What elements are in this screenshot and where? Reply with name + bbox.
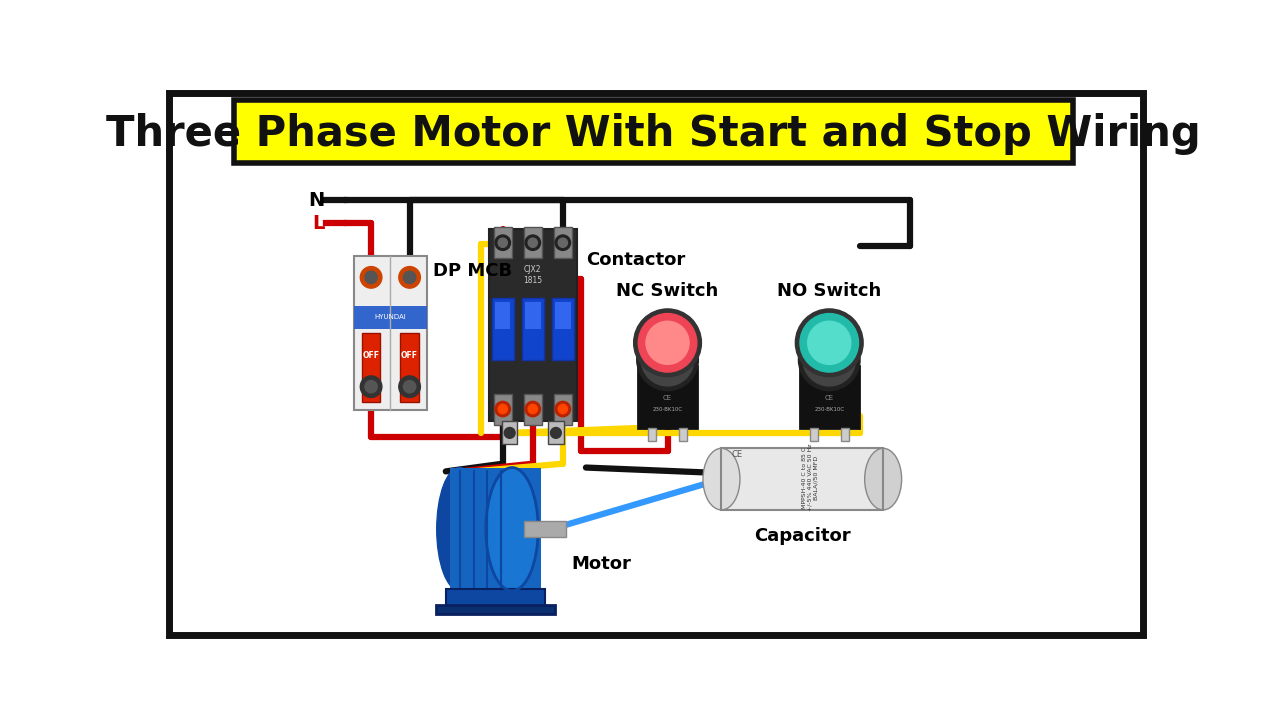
- Circle shape: [803, 333, 855, 386]
- Text: CE: CE: [731, 450, 742, 459]
- Text: L: L: [312, 214, 325, 233]
- Bar: [524, 228, 541, 258]
- Text: NC Switch: NC Switch: [617, 282, 718, 300]
- Bar: [522, 298, 544, 360]
- Circle shape: [361, 376, 381, 397]
- Text: Three Phase Motor With Start and Stop Wiring: Three Phase Motor With Start and Stop Wi…: [106, 113, 1201, 155]
- Circle shape: [558, 405, 567, 414]
- Bar: [553, 228, 572, 258]
- Bar: [524, 395, 541, 426]
- Circle shape: [498, 405, 507, 414]
- Ellipse shape: [436, 467, 483, 590]
- Bar: [841, 428, 849, 441]
- Circle shape: [399, 266, 420, 288]
- Ellipse shape: [486, 467, 538, 590]
- Bar: [492, 298, 513, 360]
- Bar: [639, 366, 696, 428]
- Text: N: N: [308, 191, 325, 210]
- Bar: [814, 335, 845, 363]
- Circle shape: [529, 238, 538, 248]
- Text: HYUNDAI: HYUNDAI: [375, 315, 406, 320]
- Text: 230-BK10C: 230-BK10C: [814, 408, 845, 413]
- Circle shape: [495, 401, 511, 417]
- Bar: [524, 521, 566, 537]
- Bar: [495, 302, 511, 329]
- Circle shape: [558, 238, 567, 248]
- Circle shape: [495, 235, 511, 251]
- Bar: [494, 228, 512, 258]
- Circle shape: [634, 309, 701, 377]
- Circle shape: [795, 309, 863, 377]
- Bar: [494, 395, 512, 426]
- Bar: [548, 421, 563, 444]
- Bar: [525, 302, 540, 329]
- Text: CE: CE: [663, 395, 672, 401]
- Text: OFF: OFF: [401, 351, 419, 361]
- Circle shape: [641, 333, 694, 386]
- Circle shape: [525, 401, 540, 417]
- Circle shape: [361, 266, 381, 288]
- Circle shape: [365, 381, 378, 393]
- Circle shape: [529, 405, 538, 414]
- Circle shape: [498, 238, 507, 248]
- Bar: [722, 449, 883, 510]
- Circle shape: [639, 313, 696, 372]
- Text: Contactor: Contactor: [586, 251, 685, 269]
- Bar: [553, 395, 572, 426]
- Bar: [445, 589, 545, 606]
- Circle shape: [403, 381, 416, 393]
- Bar: [810, 428, 818, 441]
- Bar: [362, 333, 380, 402]
- Circle shape: [365, 271, 378, 284]
- Circle shape: [504, 428, 515, 438]
- Bar: [502, 421, 517, 444]
- Text: 230-BK10C: 230-BK10C: [653, 408, 682, 413]
- Bar: [234, 100, 1074, 163]
- Text: CJX2
1815: CJX2 1815: [524, 266, 543, 284]
- Text: OFF: OFF: [362, 351, 380, 361]
- Bar: [652, 335, 684, 363]
- Circle shape: [556, 401, 571, 417]
- Text: MPPSH-40 C to 85 C
+/-5% 440 VAC 50 Hz
BALA//50 MFD: MPPSH-40 C to 85 C +/-5% 440 VAC 50 Hz B…: [801, 444, 818, 511]
- Bar: [449, 467, 541, 590]
- Text: Capacitor: Capacitor: [754, 527, 851, 545]
- Ellipse shape: [703, 449, 740, 510]
- Bar: [556, 302, 571, 329]
- Bar: [722, 449, 883, 510]
- Circle shape: [399, 376, 420, 397]
- Bar: [648, 428, 657, 441]
- Circle shape: [636, 329, 699, 390]
- Bar: [436, 605, 556, 614]
- Text: CE: CE: [824, 395, 833, 401]
- Circle shape: [799, 329, 860, 390]
- Bar: [552, 298, 573, 360]
- Circle shape: [403, 271, 416, 284]
- Circle shape: [525, 235, 540, 251]
- Bar: [355, 256, 428, 410]
- Bar: [401, 333, 419, 402]
- Circle shape: [556, 235, 571, 251]
- Text: NO Switch: NO Switch: [777, 282, 882, 300]
- Text: DP MCB: DP MCB: [433, 262, 512, 280]
- Bar: [355, 306, 428, 329]
- Circle shape: [646, 321, 689, 364]
- Text: Motor: Motor: [571, 555, 631, 573]
- Bar: [680, 428, 687, 441]
- Ellipse shape: [865, 449, 901, 510]
- Bar: [800, 366, 859, 428]
- Bar: [489, 229, 577, 421]
- Circle shape: [550, 428, 562, 438]
- Circle shape: [800, 313, 859, 372]
- Circle shape: [808, 321, 851, 364]
